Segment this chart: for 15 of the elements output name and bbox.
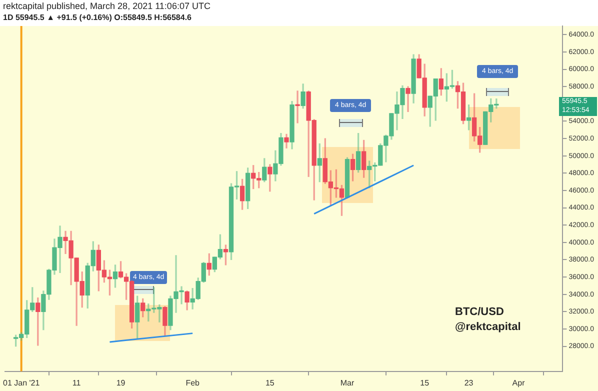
x-tick-label: Feb bbox=[186, 378, 200, 388]
annotation: @rektcapital bbox=[455, 321, 521, 333]
x-tick-label: 15 bbox=[265, 378, 275, 388]
x-tick-label: 11 bbox=[72, 378, 82, 388]
x-tick-label: 19 bbox=[116, 378, 126, 388]
x-tick-label: 01 Jan '21 bbox=[3, 378, 40, 388]
candlestick bbox=[406, 86, 410, 112]
candlestick bbox=[295, 90, 300, 124]
x-tick-label: 23 bbox=[464, 378, 474, 388]
chart-subtitle: 1D 55945.5 ▲ +91.5 (+0.16%) O:55849.5 H:56584.6 bbox=[3, 13, 192, 22]
x-tick-label: Mar bbox=[340, 378, 354, 388]
annotation: BTC/USD bbox=[455, 306, 504, 318]
x-tick-label: 15 bbox=[420, 378, 430, 388]
x-tick-label: Apr bbox=[512, 378, 526, 388]
chart-title: rektcapital published, March 28, 2021 11:06:07 UTC bbox=[3, 1, 210, 11]
